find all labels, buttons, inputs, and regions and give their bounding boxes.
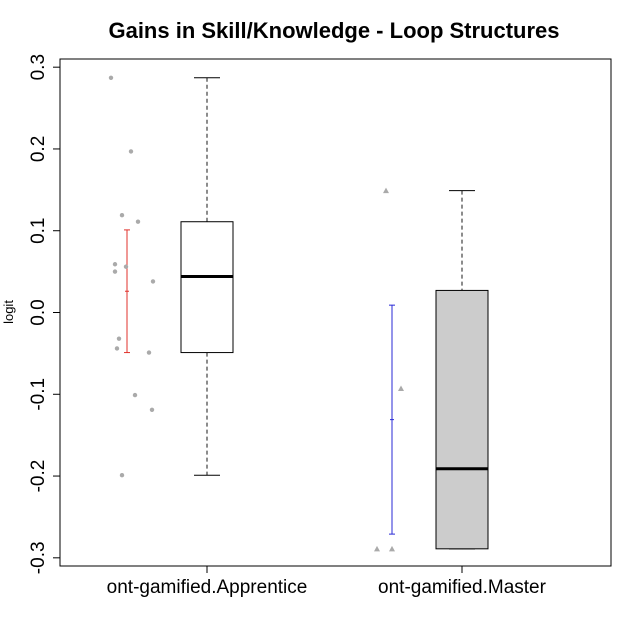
- data-point: [383, 187, 389, 194]
- y-tick-label: -0.1: [28, 378, 49, 411]
- y-tick-label: 0.0: [28, 299, 49, 325]
- iqr-box: [435, 289, 489, 550]
- x-tick-label: ont-gamified.Apprentice: [107, 577, 308, 598]
- data-point: [114, 346, 120, 351]
- box-group: [374, 187, 489, 552]
- x-tick-label: ont-gamified.Master: [378, 577, 547, 598]
- data-point: [398, 385, 404, 392]
- y-tick-label: 0.1: [28, 218, 49, 244]
- iqr-box: [180, 221, 234, 354]
- data-point: [149, 407, 155, 413]
- x-axis: ont-gamified.Apprentice ont-gamified.Mast…: [107, 565, 547, 598]
- data-point: [150, 279, 156, 284]
- data-point: [119, 473, 125, 478]
- y-tick-label: -0.2: [28, 460, 49, 493]
- data-point: [389, 545, 395, 552]
- chart-title: Gains in Skill/Knowledge - Loop Structur…: [108, 18, 559, 43]
- box-group: [108, 75, 234, 478]
- y-axis-label: logit: [1, 300, 16, 324]
- box-groups: [108, 75, 489, 552]
- y-tick-label: 0.2: [28, 136, 49, 162]
- y-tick-label: 0.3: [28, 54, 49, 80]
- y-tick-label: -0.3: [28, 541, 49, 574]
- data-point: [135, 219, 141, 224]
- data-point: [132, 392, 138, 398]
- data-point: [116, 336, 122, 341]
- data-point: [123, 264, 129, 269]
- y-axis: -0.3 -0.2 -0.1 0.0 0.1 0.2 0.3: [28, 54, 61, 574]
- plot-frame: [59, 58, 612, 567]
- data-point: [374, 545, 380, 552]
- data-point: [119, 212, 125, 218]
- data-point: [108, 75, 114, 81]
- data-point: [128, 149, 134, 154]
- data-point: [146, 350, 152, 355]
- data-point: [112, 262, 118, 267]
- data-point: [112, 269, 118, 274]
